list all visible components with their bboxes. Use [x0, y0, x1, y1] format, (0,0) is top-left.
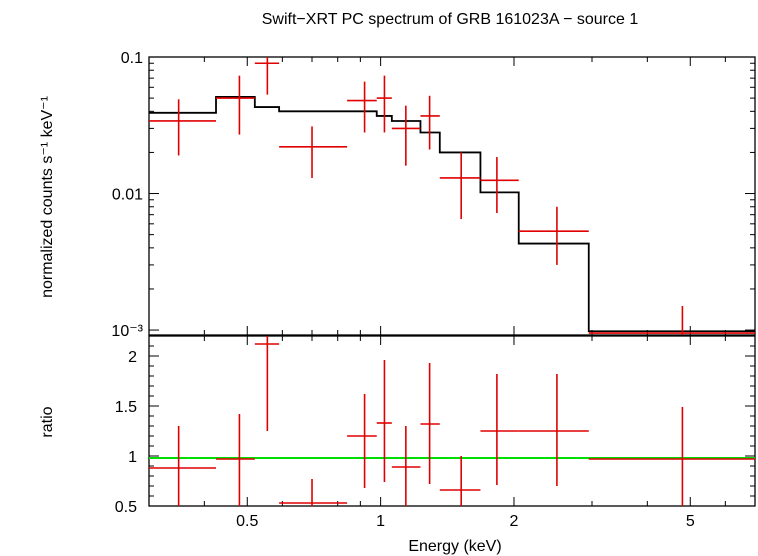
- chart-title: Swift−XRT PC spectrum of GRB 161023A − s…: [262, 11, 639, 28]
- data-point: [420, 95, 440, 150]
- model-step-line: [149, 96, 755, 333]
- ratio-y-axis-label: ratio: [39, 406, 56, 437]
- x-tick-label: 2: [510, 513, 519, 530]
- spectrum-y-tick-label: 10⁻³: [111, 323, 143, 340]
- ratio-point: [518, 374, 589, 486]
- spectrum-y-tick-label: 0.01: [112, 187, 143, 204]
- x-tick-label: 1: [376, 513, 385, 530]
- ratio-point: [420, 363, 440, 484]
- ratio-point: [254, 336, 280, 431]
- ratio-y-tick-label: 2: [128, 349, 137, 366]
- spectrum-plot-frame: [148, 56, 756, 336]
- spectrum-y-axis-label: normalized counts s⁻¹ keV⁻¹: [39, 96, 56, 298]
- data-point: [480, 157, 519, 214]
- ratio-point: [149, 426, 217, 506]
- data-point: [588, 306, 755, 335]
- x-axis-label: Energy (keV): [408, 538, 501, 555]
- data-point: [279, 126, 348, 178]
- ratio-point: [480, 374, 519, 485]
- ratio-y-tick-label: 1.5: [115, 399, 137, 416]
- data-point: [391, 105, 421, 166]
- ratio-point: [588, 407, 755, 506]
- data-point: [216, 75, 255, 135]
- spectrum-panel: 0.1 0.01 10⁻³: [111, 50, 756, 340]
- ratio-point: [439, 456, 481, 506]
- ratio-point: [391, 426, 421, 506]
- data-point: [439, 152, 481, 220]
- ratio-y-tick-label: 0.5: [115, 499, 137, 516]
- data-point: [254, 57, 280, 95]
- data-point: [376, 75, 392, 133]
- ratio-y-tick-label: 1: [128, 449, 137, 466]
- data-point: [149, 99, 217, 156]
- ratio-point: [216, 414, 255, 506]
- ratio-point: [347, 394, 377, 488]
- x-tick-label: 0.5: [236, 513, 258, 530]
- ratio-plot-frame: [148, 335, 756, 507]
- ratio-point: [279, 479, 348, 506]
- data-point: [347, 81, 377, 133]
- x-tick-label: 5: [686, 513, 695, 530]
- spectrum-y-tick-label: 0.1: [121, 50, 143, 67]
- data-point: [518, 206, 589, 265]
- ratio-point: [376, 360, 392, 482]
- ratio-panel: 0.5 1 2 5 0.5 1 1.5 2: [115, 335, 756, 530]
